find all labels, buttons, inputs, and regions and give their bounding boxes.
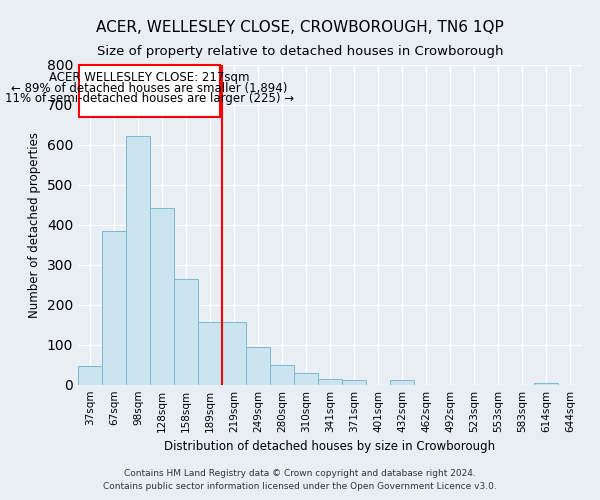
Bar <box>270 365 294 385</box>
Bar <box>390 380 414 385</box>
Text: ← 89% of detached houses are smaller (1,894): ← 89% of detached houses are smaller (1,… <box>11 82 287 95</box>
Bar <box>318 379 342 385</box>
Bar <box>198 322 222 385</box>
Text: Size of property relative to detached houses in Crowborough: Size of property relative to detached ho… <box>97 45 503 58</box>
Bar <box>534 383 558 385</box>
Text: ACER WELLESLEY CLOSE: 217sqm: ACER WELLESLEY CLOSE: 217sqm <box>49 71 250 84</box>
Bar <box>102 231 126 385</box>
Bar <box>78 366 102 385</box>
Bar <box>150 208 174 385</box>
Text: 11% of semi-detached houses are larger (225) →: 11% of semi-detached houses are larger (… <box>5 92 294 105</box>
Bar <box>126 136 150 385</box>
Bar <box>174 279 198 385</box>
Bar <box>222 322 246 385</box>
Text: Contains HM Land Registry data © Crown copyright and database right 2024.
Contai: Contains HM Land Registry data © Crown c… <box>103 470 497 491</box>
Bar <box>246 347 270 385</box>
Bar <box>342 380 366 385</box>
Text: ACER, WELLESLEY CLOSE, CROWBOROUGH, TN6 1QP: ACER, WELLESLEY CLOSE, CROWBOROUGH, TN6 … <box>96 20 504 35</box>
Y-axis label: Number of detached properties: Number of detached properties <box>28 132 41 318</box>
X-axis label: Distribution of detached houses by size in Crowborough: Distribution of detached houses by size … <box>164 440 496 454</box>
FancyBboxPatch shape <box>79 65 220 117</box>
Bar <box>294 373 318 385</box>
